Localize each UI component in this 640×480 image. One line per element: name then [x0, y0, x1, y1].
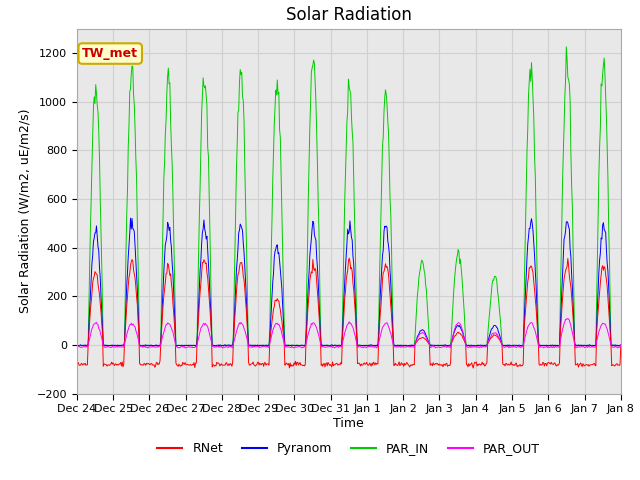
Line: PAR_IN: PAR_IN: [77, 47, 621, 346]
PAR_OUT: [181, 345, 189, 351]
RNet: [617, 342, 625, 348]
RNet: [469, 365, 477, 371]
Pyranom: [195, 302, 202, 308]
PAR_IN: [617, 342, 625, 348]
Pyranom: [223, 342, 231, 348]
Pyranom: [416, 329, 424, 335]
PAR_IN: [223, 343, 230, 348]
PAR_IN: [431, 343, 439, 348]
RNet: [194, 325, 202, 331]
RNet: [83, 362, 90, 368]
PAR_OUT: [617, 342, 625, 348]
PAR_OUT: [195, 335, 202, 341]
Pyranom: [73, 343, 81, 348]
Pyranom: [547, 343, 555, 349]
RNet: [223, 360, 230, 366]
Pyranom: [617, 342, 625, 348]
Pyranom: [83, 343, 90, 348]
PAR_OUT: [223, 344, 231, 350]
PAR_OUT: [563, 316, 571, 322]
RNet: [346, 255, 353, 261]
Pyranom: [431, 343, 439, 348]
RNet: [139, 362, 147, 368]
PAR_IN: [73, 343, 81, 348]
PAR_OUT: [431, 345, 439, 351]
Title: Solar Radiation: Solar Radiation: [286, 6, 412, 24]
Legend: RNet, Pyranom, PAR_IN, PAR_OUT: RNet, Pyranom, PAR_IN, PAR_OUT: [152, 437, 545, 460]
Y-axis label: Solar Radiation (W/m2, uE/m2/s): Solar Radiation (W/m2, uE/m2/s): [18, 109, 31, 313]
PAR_OUT: [416, 332, 424, 337]
PAR_OUT: [139, 344, 147, 350]
Line: RNet: RNet: [77, 258, 621, 368]
RNet: [416, 336, 424, 341]
PAR_IN: [259, 343, 266, 349]
PAR_OUT: [73, 344, 81, 349]
PAR_IN: [563, 44, 570, 50]
PAR_IN: [194, 290, 202, 296]
PAR_OUT: [83, 343, 90, 349]
PAR_IN: [139, 343, 147, 348]
X-axis label: Time: Time: [333, 417, 364, 430]
PAR_IN: [83, 343, 90, 348]
Line: Pyranom: Pyranom: [77, 218, 621, 346]
RNet: [73, 362, 81, 368]
Pyranom: [140, 343, 147, 348]
Pyranom: [127, 216, 134, 221]
PAR_IN: [416, 270, 424, 276]
Text: TW_met: TW_met: [82, 47, 138, 60]
Line: PAR_OUT: PAR_OUT: [77, 319, 621, 348]
RNet: [431, 360, 439, 366]
